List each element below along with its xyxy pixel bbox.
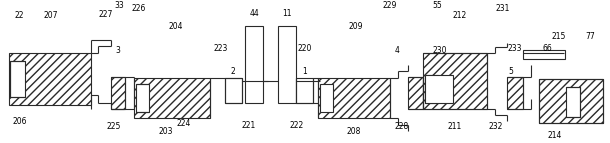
Text: 77: 77 bbox=[586, 32, 595, 41]
Text: 221: 221 bbox=[241, 121, 256, 130]
Text: 1: 1 bbox=[303, 67, 307, 76]
Text: 4: 4 bbox=[394, 46, 399, 55]
Bar bbox=[507, 77, 523, 109]
Bar bbox=[318, 78, 390, 118]
Text: 227: 227 bbox=[99, 10, 113, 19]
Text: 214: 214 bbox=[548, 131, 562, 140]
Text: 204: 204 bbox=[168, 22, 183, 31]
Bar bbox=[136, 84, 149, 112]
Bar bbox=[320, 84, 333, 112]
Text: 66: 66 bbox=[542, 44, 552, 53]
Text: 2: 2 bbox=[231, 67, 235, 76]
Text: 44: 44 bbox=[249, 9, 259, 18]
Text: 229: 229 bbox=[382, 1, 397, 10]
Text: 203: 203 bbox=[159, 127, 173, 136]
Text: 208: 208 bbox=[346, 127, 361, 136]
Text: 230: 230 bbox=[432, 46, 447, 55]
Bar bbox=[423, 53, 487, 109]
Text: 22: 22 bbox=[15, 11, 24, 20]
Bar bbox=[225, 78, 242, 103]
Text: 224: 224 bbox=[176, 119, 191, 128]
Text: 232: 232 bbox=[489, 122, 503, 131]
Text: 55: 55 bbox=[432, 1, 442, 10]
Text: 220: 220 bbox=[298, 44, 312, 53]
Bar bbox=[566, 87, 580, 117]
Text: 206: 206 bbox=[12, 117, 27, 126]
Text: 211: 211 bbox=[447, 122, 461, 131]
Text: 207: 207 bbox=[44, 11, 59, 20]
Bar bbox=[425, 75, 439, 103]
Text: 226: 226 bbox=[132, 4, 146, 13]
Bar bbox=[407, 77, 423, 109]
Text: 222: 222 bbox=[290, 121, 304, 130]
Text: 223: 223 bbox=[214, 44, 228, 53]
Bar bbox=[296, 78, 313, 103]
Text: 225: 225 bbox=[107, 122, 121, 131]
Bar bbox=[111, 77, 125, 109]
Text: 5: 5 bbox=[509, 67, 514, 76]
Text: 233: 233 bbox=[508, 44, 522, 53]
Bar bbox=[10, 61, 25, 97]
Text: 209: 209 bbox=[348, 22, 363, 31]
Bar bbox=[134, 78, 210, 118]
Text: 11: 11 bbox=[282, 9, 292, 18]
Bar bbox=[523, 50, 565, 59]
Text: 33: 33 bbox=[114, 1, 124, 10]
Bar bbox=[9, 53, 91, 105]
Text: 228: 228 bbox=[395, 122, 409, 131]
Text: 215: 215 bbox=[551, 32, 566, 41]
Bar bbox=[539, 79, 603, 123]
Bar bbox=[245, 26, 263, 103]
Bar bbox=[278, 26, 296, 103]
Bar bbox=[425, 75, 453, 103]
Text: 3: 3 bbox=[115, 46, 120, 55]
Text: 231: 231 bbox=[496, 4, 511, 13]
Text: 212: 212 bbox=[452, 11, 467, 20]
